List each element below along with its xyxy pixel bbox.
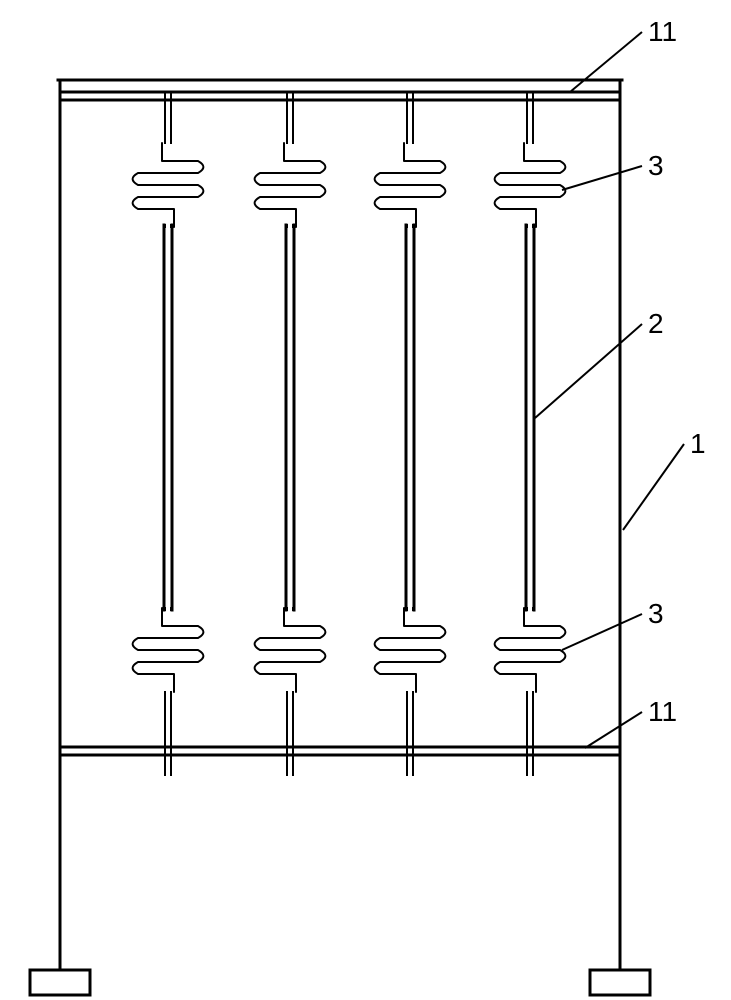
foot-right: [590, 970, 650, 995]
coil-top-1: [255, 143, 326, 227]
label-3-top-leader: [562, 166, 642, 190]
label-2-leader: [535, 324, 642, 418]
label-1: 1: [690, 430, 706, 458]
label-3-bottom-leader: [562, 614, 642, 650]
technical-drawing: [0, 0, 731, 1000]
coil-top-2: [375, 143, 446, 227]
coil-bottom-2: [375, 608, 446, 692]
label-2: 2: [648, 310, 664, 338]
label-11-top: 11: [648, 18, 677, 46]
label-11-bottom: 11: [648, 698, 677, 726]
coil-bottom-1: [255, 608, 326, 692]
label-3-top: 3: [648, 152, 664, 180]
foot-left: [30, 970, 90, 995]
label-1-leader: [623, 444, 684, 530]
coil-top-0: [133, 143, 204, 227]
label-11-bottom-leader: [585, 712, 642, 748]
coil-bottom-3: [495, 608, 566, 692]
coil-top-3: [495, 143, 566, 227]
label-11-top-leader: [570, 32, 642, 92]
label-3-bottom: 3: [648, 600, 664, 628]
coil-bottom-0: [133, 608, 204, 692]
